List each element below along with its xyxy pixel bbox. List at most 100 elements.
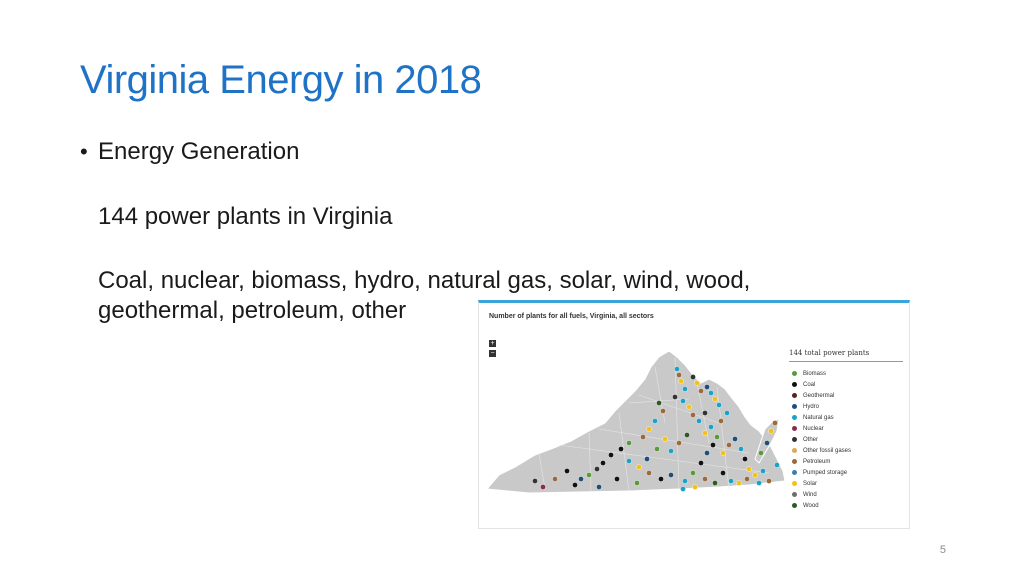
plant-marker [704, 384, 710, 390]
plant-marker [746, 466, 752, 472]
legend-swatch-icon [792, 437, 797, 442]
plant-marker [702, 476, 708, 482]
plant-marker [764, 440, 770, 446]
plant-marker [726, 442, 732, 448]
legend-item: Wood [789, 500, 903, 511]
plant-marker [678, 378, 684, 384]
legend-label: Biomass [803, 370, 827, 377]
plant-marker [708, 424, 714, 430]
plant-marker [668, 472, 674, 478]
plant-marker [644, 456, 650, 462]
plant-marker [626, 458, 632, 464]
legend-swatch-icon [792, 404, 797, 409]
legend-swatch-icon [792, 393, 797, 398]
plant-marker [756, 480, 762, 486]
plant-marker [736, 480, 742, 486]
legend-item: Hydro [789, 401, 903, 412]
legend-item: Biomass [789, 368, 903, 379]
zoom-out-button[interactable]: − [489, 350, 496, 357]
plant-marker [626, 440, 632, 446]
plant-marker [724, 410, 730, 416]
plant-marker [672, 394, 678, 400]
plant-marker [532, 478, 538, 484]
plant-marker [758, 450, 764, 456]
plant-marker [696, 418, 702, 424]
legend-item: Coal [789, 379, 903, 390]
legend-swatch-icon [792, 481, 797, 486]
legend-label: Nuclear [803, 425, 824, 432]
plant-marker [662, 436, 668, 442]
legend-item: Pumped storage [789, 467, 903, 478]
plant-marker [760, 468, 766, 474]
plant-marker [658, 476, 664, 482]
plant-marker [738, 446, 744, 452]
legend-item: Other fossil gases [789, 445, 903, 456]
plant-marker [694, 380, 700, 386]
plant-count-text: 144 power plants in Virginia [98, 203, 393, 230]
legend-swatch-icon [792, 459, 797, 464]
plant-marker [744, 476, 750, 482]
map-legend: 144 total power plants Biomass Coal Geothe… [789, 349, 903, 511]
zoom-in-button[interactable]: + [489, 340, 496, 347]
figure-title: Number of plants for all fuels, Virginia… [489, 313, 654, 320]
plant-marker [646, 426, 652, 432]
plant-marker [682, 386, 688, 392]
plant-marker [720, 470, 726, 476]
fuel-types-line-1: Coal, nuclear, biomass, hydro, natural g… [98, 267, 751, 294]
legend-item: Other [789, 434, 903, 445]
plant-marker [578, 476, 584, 482]
slide-title: Virginia Energy in 2018 [80, 58, 482, 102]
plant-marker [698, 388, 704, 394]
virginia-state-shape [485, 350, 786, 494]
plant-marker [766, 478, 772, 484]
plant-marker [768, 428, 774, 434]
legend-label: Solar [803, 480, 818, 487]
plant-marker [646, 470, 652, 476]
legend-label: Wood [803, 502, 819, 509]
plant-marker [712, 396, 718, 402]
plant-marker [634, 480, 640, 486]
legend-item: Wind [789, 489, 903, 500]
plant-marker [668, 448, 674, 454]
legend-item: Geothermal [789, 390, 903, 401]
legend-label: Other fossil gases [803, 447, 852, 454]
legend-item: Nuclear [789, 423, 903, 434]
plant-marker [684, 432, 690, 438]
plant-marker [714, 434, 720, 440]
plant-marker [614, 476, 620, 482]
plant-marker [772, 420, 778, 426]
power-plant-map-figure: Number of plants for all fuels, Virginia… [478, 300, 910, 529]
legend-swatch-icon [792, 415, 797, 420]
plant-marker [686, 404, 692, 410]
plant-marker [594, 466, 600, 472]
legend-item: Natural gas [789, 412, 903, 423]
plant-marker [716, 402, 722, 408]
legend-label: Pumped storage [803, 469, 848, 476]
plant-marker [596, 484, 602, 490]
plant-marker [680, 398, 686, 404]
plant-marker [720, 450, 726, 456]
bullet-item: • Energy Generation [80, 138, 880, 166]
plant-marker [710, 442, 716, 448]
plant-marker [652, 418, 658, 424]
plant-marker [618, 446, 624, 452]
virginia-map [485, 350, 786, 494]
plant-marker [660, 408, 666, 414]
plant-marker [674, 366, 680, 372]
plant-marker [702, 410, 708, 416]
legend-title: 144 total power plants [789, 349, 903, 362]
plant-marker [712, 480, 718, 486]
plant-marker [690, 374, 696, 380]
plant-marker [752, 472, 758, 478]
plant-marker [682, 478, 688, 484]
legend-swatch-icon [792, 382, 797, 387]
plant-marker [552, 476, 558, 482]
bullet-dot-icon: • [80, 139, 88, 164]
plant-marker [704, 450, 710, 456]
legend-list: Biomass Coal Geothermal Hydro Natural gas Nuc… [789, 368, 903, 511]
plant-marker [586, 472, 592, 478]
plant-markers [532, 366, 780, 492]
bullet-list: • Energy Generation 144 power plants in … [80, 138, 880, 326]
plant-marker [718, 418, 724, 424]
